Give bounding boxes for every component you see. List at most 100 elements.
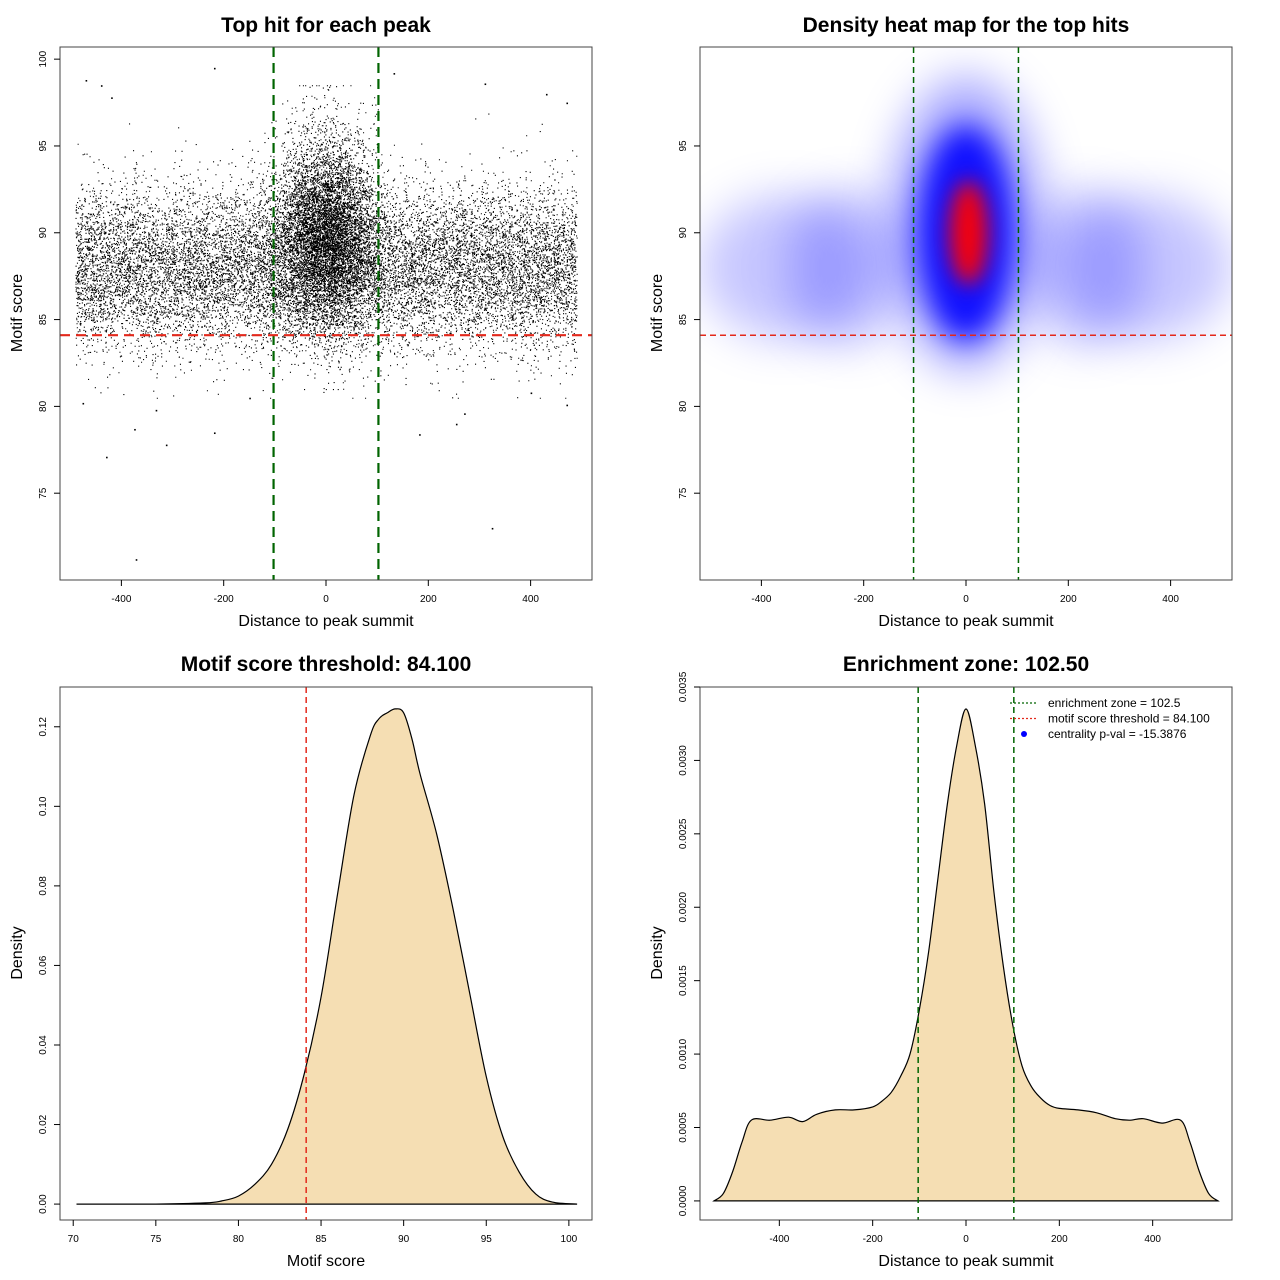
scatter-y-label: Motif score — [9, 274, 26, 352]
scatter-y-tick-label: 90 — [38, 227, 49, 239]
scatter-y-tick-label: 100 — [38, 50, 49, 67]
scatter-outlier-point — [455, 423, 458, 426]
distance-density-y-tick-label: 0.0035 — [678, 671, 689, 702]
panel-score-density: Motif score threshold: 84.100 70 75 80 85 90… — [9, 653, 593, 1270]
distance-density-y-tick-label: 0.0025 — [678, 818, 689, 849]
legend-entry-label: enrichment zone = 102.5 — [1048, 696, 1181, 710]
heatmap-x-tick-label: 200 — [1060, 594, 1077, 605]
score-density-y-tick-label: 0.00 — [38, 1194, 49, 1214]
heatmap-density-blob — [786, 189, 910, 346]
score-density-y-tick-label: 0.06 — [38, 955, 49, 975]
heatmap-x-tick-label: 400 — [1162, 594, 1179, 605]
distance-density-y-tick-label: 0.0005 — [678, 1112, 689, 1143]
score-density-x-tick-label: 95 — [481, 1234, 493, 1245]
scatter-outlier-point — [530, 392, 533, 395]
legend-dot-icon — [1021, 731, 1027, 737]
scatter-x-label: Distance to peak summit — [238, 613, 414, 630]
heatmap-x-tick-label: 0 — [963, 594, 969, 605]
scatter-outlier-point — [491, 527, 494, 530]
scatter-outlier-point — [213, 432, 216, 435]
scatter-outlier-point — [566, 404, 569, 407]
legend-entry-label: motif score threshold = 84.100 — [1048, 712, 1210, 726]
heatmap-title: Density heat map for the top hits — [803, 14, 1130, 37]
heatmap-x-label: Distance to peak summit — [878, 613, 1054, 630]
heatmap-y-tick-label: 85 — [678, 314, 689, 326]
score-density-x-label: Motif score — [287, 1253, 365, 1270]
distance-density-x-tick-label: -400 — [769, 1234, 789, 1245]
heatmap-y-label: Motif score — [649, 274, 666, 352]
heatmap-y-ticks: 75 80 85 90 95 — [678, 140, 700, 499]
scatter-outlier-point — [106, 456, 108, 459]
scatter-outlier-point — [165, 444, 168, 447]
scatter-outlier-point — [111, 97, 113, 99]
scatter-x-tick-label: -200 — [214, 594, 234, 605]
scatter-point-cloud — [75, 85, 578, 399]
scatter-outlier-point — [249, 397, 251, 400]
scatter-outlier-point — [135, 559, 138, 561]
scatter-outlier-point — [484, 83, 487, 86]
score-density-x-tick-label: 80 — [233, 1234, 245, 1245]
scatter-reference-lines — [60, 47, 592, 580]
distance-density-y-tick-label: 0.0010 — [678, 1038, 689, 1069]
score-density-plot-frame — [59, 686, 593, 1221]
scatter-y-tick-label: 75 — [38, 487, 49, 499]
distance-density-y-label: Density — [649, 926, 666, 979]
distance-density-y-tick-label: 0.0000 — [678, 1185, 689, 1216]
scatter-x-tick-label: 200 — [420, 594, 437, 605]
distance-density-legend: enrichment zone = 102.5 motif score thres… — [1010, 696, 1210, 741]
distance-density-x-tick-label: -200 — [863, 1234, 883, 1245]
scatter-x-tick-label: -400 — [111, 594, 131, 605]
score-density-x-tick-label: 75 — [150, 1234, 162, 1245]
distance-density-area — [712, 708, 1220, 1202]
distance-density-y-tick-label: 0.0020 — [678, 892, 689, 923]
scatter-outlier-point — [545, 93, 548, 96]
scatter-points — [75, 67, 578, 561]
scatter-y-tick-label: 85 — [38, 314, 49, 326]
scatter-outlier-point — [393, 73, 396, 75]
score-density-x-ticks: 70 75 80 85 90 95 100 — [68, 1220, 578, 1245]
scatter-y-tick-label: 95 — [38, 140, 49, 152]
panel-heatmap: Density heat map for the top hits -400 -2… — [649, 14, 1233, 630]
heatmap-density-core — [949, 180, 988, 285]
scatter-x-tick-label: 0 — [323, 594, 329, 605]
distance-density-reference-lines — [917, 687, 1015, 1220]
heatmap-x-tick-label: -400 — [751, 594, 771, 605]
scatter-outlier-point — [155, 409, 158, 412]
score-density-area — [76, 708, 578, 1205]
scatter-y-tick-label: 80 — [38, 400, 49, 412]
heatmap-x-ticks: -400 -200 0 200 400 — [751, 580, 1179, 605]
panel-scatter: Top hit for each peak -400 -200 0 200 400 75… — [9, 14, 593, 630]
distance-density-x-tick-label: 200 — [1051, 1234, 1068, 1245]
heatmap-reference-lines — [700, 47, 1232, 580]
heatmap-density-blob — [1022, 189, 1146, 346]
score-density-y-tick-label: 0.08 — [38, 876, 49, 896]
scatter-x-tick-label: 400 — [522, 594, 539, 605]
scatter-outlier-point — [213, 67, 216, 70]
legend-entry-label: centrality p-val = -15.3876 — [1048, 727, 1187, 741]
scatter-outlier-point — [134, 428, 136, 431]
score-density-x-tick-label: 70 — [68, 1234, 80, 1245]
scatter-plot-frame — [59, 46, 593, 581]
score-density-y-label: Density — [9, 926, 26, 979]
scatter-y-ticks: 75 80 85 90 95 100 — [38, 50, 60, 499]
scatter-outlier-point — [85, 79, 88, 82]
distance-density-x-ticks: -400 -200 0 200 400 — [769, 1220, 1161, 1245]
scatter-title: Top hit for each peak — [221, 14, 431, 37]
distance-density-x-tick-label: 400 — [1144, 1234, 1161, 1245]
score-density-x-tick-label: 90 — [398, 1234, 410, 1245]
scatter-x-ticks: -400 -200 0 200 400 — [111, 580, 539, 605]
scatter-outlier-point — [82, 402, 85, 405]
scatter-outlier-point — [419, 434, 421, 436]
scatter-outlier-point — [566, 102, 569, 105]
heatmap-y-tick-label: 75 — [678, 487, 689, 499]
panel-distance-density: Enrichment zone: 102.50 -400 -200 0 200 400 … — [649, 653, 1233, 1270]
score-density-y-tick-label: 0.12 — [38, 717, 49, 737]
distance-density-y-tick-label: 0.0015 — [678, 965, 689, 996]
distance-density-title: Enrichment zone: 102.50 — [843, 653, 1089, 676]
score-density-y-tick-label: 0.02 — [38, 1114, 49, 1134]
heatmap-density-field — [700, 47, 1232, 580]
score-density-x-tick-label: 100 — [561, 1234, 578, 1245]
distance-density-y-ticks: 0.0000 0.0005 0.0010 0.0015 0.0020 0.0025 0.00… — [678, 671, 700, 1216]
heatmap-x-tick-label: -200 — [854, 594, 874, 605]
